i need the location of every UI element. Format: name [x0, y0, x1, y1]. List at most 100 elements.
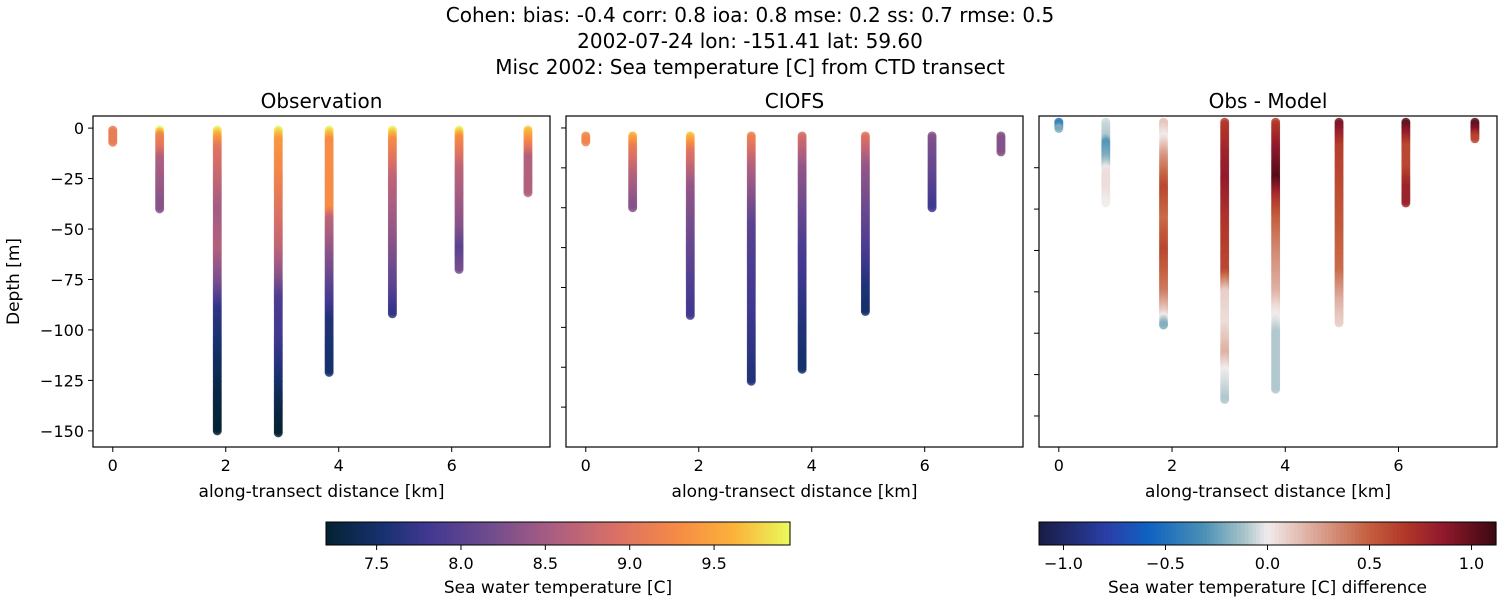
colorbar-segment: [341, 522, 346, 545]
x-axis-label: along-transect distance [km]: [199, 482, 445, 502]
colorbar-segment: [1058, 522, 1063, 545]
colorbar-balance: −1.0 −0.5 0.0 0.5 1.0 Sea water temperature […: [1038, 521, 1497, 598]
colorbar-tick-label: 8.0: [448, 554, 473, 573]
colorbar-segment: [484, 522, 489, 545]
panel-title: CIOFS: [765, 89, 824, 113]
colorbar-segment: [384, 522, 389, 545]
colorbar-segment: [1103, 522, 1109, 545]
colorbar-segment: [569, 522, 575, 545]
colorbar-segment: [588, 522, 594, 545]
colorbar-segment: [786, 522, 791, 545]
colorbar-segment: [500, 522, 505, 545]
colorbar-segment: [1301, 522, 1307, 545]
colorbar-segment: [1267, 522, 1272, 545]
colorbar-segment: [701, 522, 706, 545]
data-point: [1334, 318, 1344, 328]
colorbar-segment: [1256, 522, 1261, 545]
colorbar-segment: [542, 522, 547, 545]
colorbar-segment: [1454, 522, 1459, 545]
colorbar-segment: [527, 522, 532, 545]
colorbar-segment: [376, 522, 381, 545]
colorbar-segment: [739, 522, 745, 545]
colorbar-segment: [1431, 522, 1436, 545]
colorbar-segment: [1118, 522, 1124, 545]
colorbar-segment: [399, 522, 404, 545]
colorbar-segment: [1039, 522, 1044, 545]
colorbar-segment: [646, 522, 652, 545]
colorbar-segment: [1214, 522, 1219, 545]
colorbar-segment: [1248, 522, 1253, 545]
colorbar-segment: [1297, 522, 1303, 545]
colorbar-segment: [1336, 522, 1341, 545]
x-tick-label: 2: [221, 456, 231, 475]
colorbar-segment: [1054, 522, 1059, 545]
colorbar-segment: [732, 522, 737, 545]
colorbar-tick-label: 9.0: [617, 554, 642, 573]
colorbar-segment: [596, 522, 602, 545]
colorbar-tick-label: 9.5: [701, 554, 726, 573]
colorbar-segment: [1191, 522, 1196, 545]
data-point: [1470, 134, 1480, 144]
colorbar-segment: [759, 522, 764, 545]
colorbar-segment: [573, 522, 578, 545]
colorbar-segment: [577, 522, 582, 545]
colorbar-segment: [530, 522, 536, 545]
colorbar-segment: [1225, 522, 1231, 545]
colorbar-segment: [1042, 522, 1048, 545]
data-point: [996, 147, 1006, 157]
colorbar-tick-label: 7.5: [364, 554, 389, 573]
data-point: [797, 364, 807, 374]
colorbar-segment: [1484, 522, 1489, 545]
colorbar-segment: [465, 522, 470, 545]
colorbar-segment: [1126, 522, 1131, 545]
colorbar-segment: [395, 522, 401, 545]
colorbar-segment: [1377, 522, 1383, 545]
colorbar-segment: [1065, 522, 1071, 545]
colorbar-segment: [697, 522, 702, 545]
colorbar-segment: [1183, 522, 1189, 545]
x-tick-label: 6: [920, 456, 930, 475]
colorbar-segment: [1141, 522, 1147, 545]
colorbar-segment: [1355, 522, 1360, 545]
data-point: [685, 310, 695, 320]
colorbar-segment: [457, 522, 462, 545]
colorbar-segment: [519, 522, 524, 545]
data-point: [581, 137, 591, 147]
colorbar-segment: [677, 522, 683, 545]
colorbar-segment: [368, 522, 373, 545]
colorbar-segment: [507, 522, 513, 545]
data-points: [108, 125, 533, 438]
colorbar-segment: [1328, 522, 1333, 545]
colorbar-segment: [1153, 522, 1158, 545]
colorbar-segment: [704, 522, 710, 545]
colorbar-segment: [449, 522, 455, 545]
colorbar-segment: [666, 522, 671, 545]
colorbar-segment: [1145, 522, 1151, 545]
y-tick-label: −150: [40, 422, 84, 441]
colorbar-segment: [380, 522, 385, 545]
colorbar-segment: [1187, 522, 1192, 545]
colorbar-segment: [1092, 522, 1097, 545]
colorbar-segment: [1412, 522, 1417, 545]
x-axis-label: along-transect distance [km]: [1145, 482, 1391, 502]
colorbar-segment: [372, 522, 377, 545]
colorbar-segment: [538, 522, 544, 545]
colorbar-segment: [422, 522, 428, 545]
colorbar-segment: [360, 522, 366, 545]
colorbar-segment: [1324, 522, 1330, 545]
colorbar-segment: [511, 522, 517, 545]
colorbar-segment: [430, 522, 435, 545]
colorbar-segment: [1450, 522, 1455, 545]
colorbar-segment: [414, 522, 420, 545]
colorbar-segment: [1343, 522, 1349, 545]
colorbar-segment: [1172, 522, 1177, 545]
colorbar-segment: [585, 522, 590, 545]
colorbar-segment: [708, 522, 714, 545]
colorbar-segment: [724, 522, 729, 545]
colorbar-segment: [391, 522, 397, 545]
panel-title: Obs - Model: [1209, 89, 1328, 113]
colorbar-frame: [325, 521, 791, 546]
colorbar-segment: [523, 522, 528, 545]
colorbar-segment: [1115, 522, 1120, 545]
